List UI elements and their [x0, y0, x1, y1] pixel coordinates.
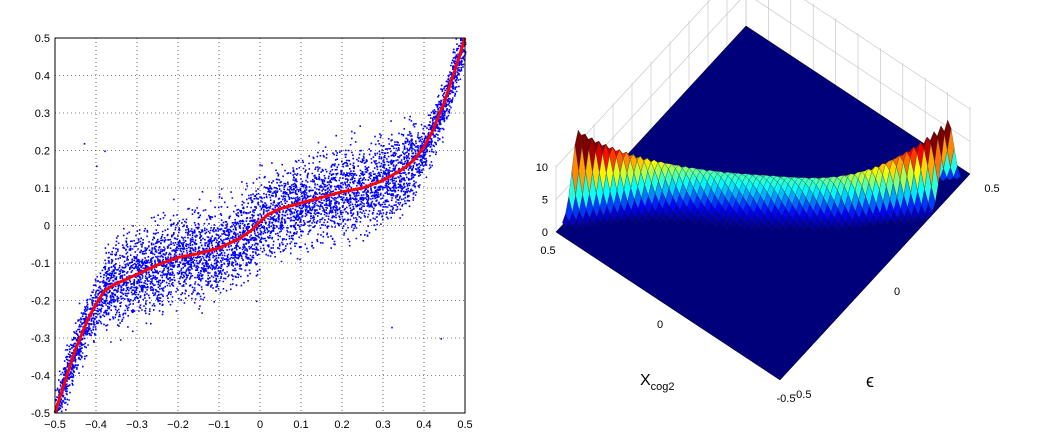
scatter-points [55, 38, 467, 413]
x-tick-label: 0.1 [293, 419, 308, 431]
plot-frame [54, 37, 466, 414]
fitted-curve [53, 37, 467, 414]
surface-patch [876, 213, 884, 226]
z-tick-label: 5 [542, 195, 548, 207]
x-tick-label: 0.4 [416, 419, 431, 431]
y-tick-label: 0.1 [35, 183, 50, 195]
surface-plot: 10 5 0 0.5 0 -0.5-0.5 0 0.5 Xcog2 ϵ [536, 0, 1000, 405]
surface-mesh [562, 119, 964, 232]
x-tick-label: 0.2 [334, 419, 349, 431]
y-tick-label: -0.5 [793, 389, 812, 401]
scatter-point-cloud [55, 38, 467, 413]
y-axis-label: ϵ [866, 371, 874, 391]
scatter-plot: −0.5 −0.4 −0.3 −0.2 −0.1 0 0.1 0.2 0.3 0.4 0.5 0.5… [31, 33, 473, 431]
x-tick-label: 0.3 [375, 419, 390, 431]
axes-grid-line [804, 0, 971, 110]
surface-patch [607, 214, 615, 225]
y-tick-label: 0.3 [35, 108, 50, 120]
axes-grid-line [555, 0, 711, 168]
x-axis-label: Xcog2 [640, 372, 675, 393]
surface-tick-labels: 10 5 0 0.5 0 -0.5-0.5 0 0.5 [536, 162, 1000, 405]
surface-patch [593, 216, 601, 227]
y-tick-label: -0.3 [31, 333, 50, 345]
grid-lines [55, 38, 465, 413]
x-tick-label: 0.5 [540, 245, 555, 257]
surface-patch [849, 219, 857, 229]
surface-patch [621, 211, 629, 222]
x-tick-labels: −0.5 −0.4 −0.3 −0.2 −0.1 0 0.1 0.2 0.3 0.4 0.5 [44, 419, 473, 431]
y-tick-label: -0.5 [31, 408, 50, 420]
y-tick-label: 0.5 [35, 33, 50, 45]
surface-patch [914, 214, 923, 224]
x-tick-label: 0.5 [457, 419, 472, 431]
y-tick-label: 0.2 [35, 146, 50, 158]
y-tick-labels: 0.5 0.4 0.3 0.2 0.1 0 -0.1 -0.2 -0.3 -0.4 -0.5 [31, 33, 50, 420]
z-tick-label: 10 [536, 162, 548, 174]
x-tick-label: 0 [257, 419, 263, 431]
surface-patch [921, 213, 929, 223]
y-tick-label: -0.1 [31, 258, 50, 270]
x-tick-label: −0.5 [44, 419, 66, 431]
axes-grid-line [755, 0, 971, 142]
x-tick-label: −0.1 [208, 419, 230, 431]
surface-patch [862, 216, 871, 227]
z-tick-label: 0 [542, 227, 548, 239]
y-tick-label: 0.4 [35, 71, 50, 83]
surface-patch [579, 219, 587, 229]
x-tick-label: 0 [657, 319, 663, 331]
surface-patch [835, 222, 843, 232]
y-tick-label: 0.5 [984, 183, 999, 195]
surface-patch [817, 221, 825, 231]
y-tick-label: -0.4 [31, 371, 50, 383]
x-tick-label: −0.2 [167, 419, 189, 431]
x-tick-label: -0.5 [777, 393, 796, 405]
y-tick-label: 0 [44, 221, 50, 233]
y-tick-label: 0 [894, 286, 900, 298]
x-tick-label: −0.4 [85, 419, 107, 431]
x-tick-label: −0.3 [126, 419, 148, 431]
surface-patch [673, 215, 681, 224]
y-tick-label: -0.2 [31, 296, 50, 308]
